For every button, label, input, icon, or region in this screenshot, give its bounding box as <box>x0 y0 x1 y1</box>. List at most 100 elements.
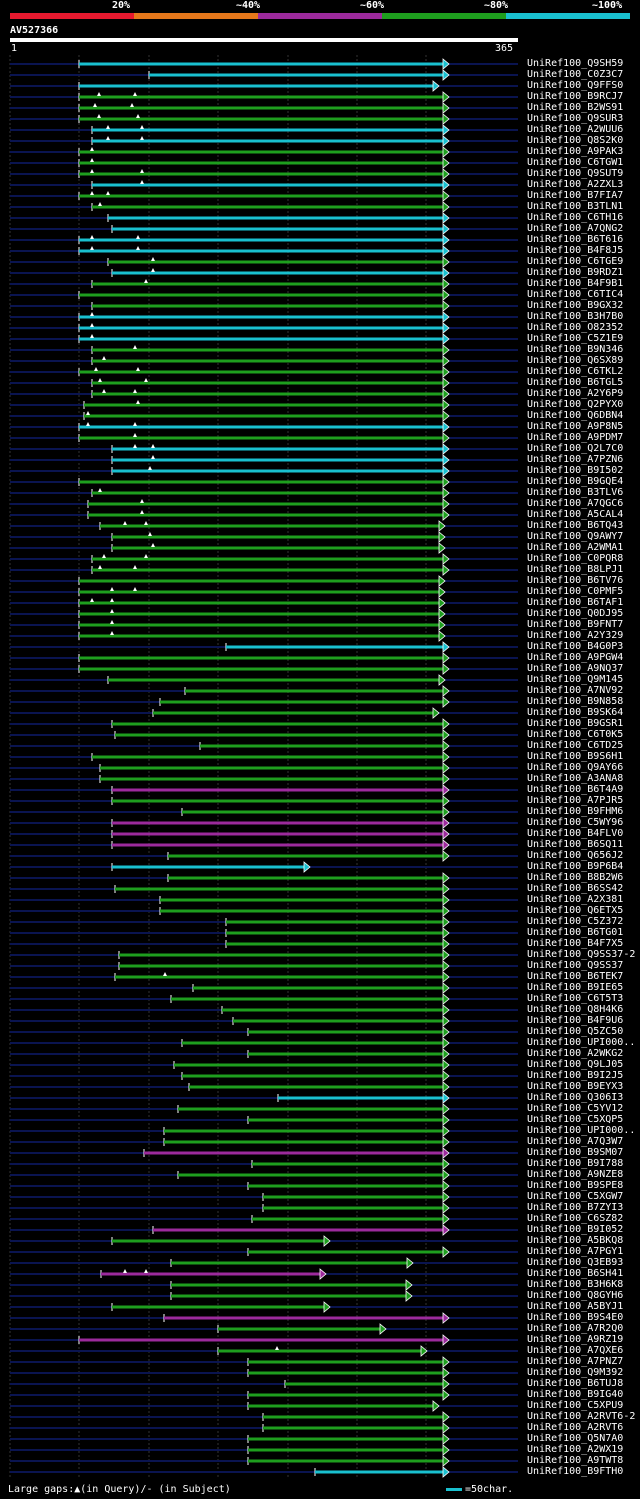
hit-label[interactable]: UniRef100_B6TG01 <box>527 927 624 938</box>
hit-label[interactable]: UniRef100_B9I502 <box>527 465 624 476</box>
hit-label[interactable]: UniRef100_A2Y329 <box>527 630 624 641</box>
hit-label[interactable]: UniRef100_B9FTH0 <box>527 1466 624 1477</box>
hit-label[interactable]: UniRef100_Q6ETX5 <box>527 905 624 916</box>
hit-label[interactable]: UniRef100_A2Y6P9 <box>527 388 624 399</box>
hit-label[interactable]: UniRef100_C5Z1E9 <box>527 333 624 344</box>
hit-label[interactable]: UniRef100_A7Q3W7 <box>527 1136 624 1147</box>
hit-label[interactable]: UniRef100_Q8S2K0 <box>527 135 624 146</box>
hit-label[interactable]: UniRef100_C0Z3C7 <box>527 69 624 80</box>
hit-label[interactable]: UniRef100_A3ANA8 <box>527 773 624 784</box>
hit-label[interactable]: UniRef100_C5Z372 <box>527 916 624 927</box>
hit-label[interactable]: UniRef100_C5WY96 <box>527 817 624 828</box>
hit-label[interactable]: UniRef100_Q9M392 <box>527 1367 624 1378</box>
hit-label[interactable]: UniRef100_Q8H4K6 <box>527 1004 624 1015</box>
hit-label[interactable]: UniRef100_B9I788 <box>527 1158 624 1169</box>
hit-label[interactable]: UniRef100_B6T616 <box>527 234 624 245</box>
hit-label[interactable]: UniRef100_A9PAK3 <box>527 146 624 157</box>
hit-label[interactable]: UniRef100_B9N346 <box>527 344 624 355</box>
hit-label[interactable]: UniRef100_A2RVT6 <box>527 1422 624 1433</box>
hit-label[interactable]: UniRef100_A7NV92 <box>527 685 624 696</box>
hit-label[interactable]: UniRef100_A7QXE6 <box>527 1345 624 1356</box>
hit-label[interactable]: UniRef100_A5CAL4 <box>527 509 624 520</box>
hit-label[interactable]: UniRef100_B6TEK7 <box>527 971 624 982</box>
hit-label[interactable]: UniRef100_B9I2J5 <box>527 1070 624 1081</box>
hit-label[interactable]: UniRef100_UPI000.. <box>527 1037 636 1048</box>
hit-label[interactable]: UniRef100_Q656J2 <box>527 850 624 861</box>
hit-label[interactable]: UniRef100_Q9LJ05 <box>527 1059 624 1070</box>
hit-label[interactable]: UniRef100_A2WX19 <box>527 1444 624 1455</box>
hit-label[interactable]: UniRef100_A7PGY1 <box>527 1246 624 1257</box>
hit-label[interactable]: UniRef100_A9PGW4 <box>527 652 624 663</box>
hit-label[interactable]: UniRef100_C6TIC4 <box>527 289 624 300</box>
hit-label[interactable]: UniRef100_B9SPE8 <box>527 1180 624 1191</box>
hit-label[interactable]: UniRef100_B9S4E0 <box>527 1312 624 1323</box>
hit-label[interactable]: UniRef100_C0PMF5 <box>527 586 624 597</box>
hit-label[interactable]: UniRef100_B9FHM6 <box>527 806 624 817</box>
hit-label[interactable]: UniRef100_B4F8J5 <box>527 245 624 256</box>
hit-label[interactable]: UniRef100_C5XGW7 <box>527 1191 624 1202</box>
hit-label[interactable]: UniRef100_B9GQE4 <box>527 476 624 487</box>
hit-label[interactable]: UniRef100_B3H6K8 <box>527 1279 624 1290</box>
hit-label[interactable]: UniRef100_A2X381 <box>527 894 624 905</box>
hit-label[interactable]: UniRef100_B9SK64 <box>527 707 624 718</box>
hit-label[interactable]: UniRef100_Q9FFS0 <box>527 80 624 91</box>
hit-label[interactable]: UniRef100_Q6DBN4 <box>527 410 624 421</box>
hit-label[interactable]: UniRef100_Q9SUT9 <box>527 168 624 179</box>
hit-label[interactable]: UniRef100_Q8GYH6 <box>527 1290 624 1301</box>
hit-label[interactable]: UniRef100_B4F9B1 <box>527 278 624 289</box>
hit-label[interactable]: UniRef100_C5XPU9 <box>527 1400 624 1411</box>
hit-label[interactable]: UniRef100_Q9AWY7 <box>527 531 624 542</box>
hit-label[interactable]: UniRef100_B9EYX3 <box>527 1081 624 1092</box>
hit-label[interactable]: UniRef100_A5BYJ1 <box>527 1301 624 1312</box>
hit-label[interactable]: UniRef100_A7PZN6 <box>527 454 624 465</box>
hit-label[interactable]: UniRef100_B4FLV0 <box>527 828 624 839</box>
hit-label[interactable]: UniRef100_B3TLV6 <box>527 487 624 498</box>
hit-label[interactable]: UniRef100_B6TUJ8 <box>527 1378 624 1389</box>
hit-label[interactable]: UniRef100_B9N858 <box>527 696 624 707</box>
hit-label[interactable]: UniRef100_Q9SS37-2 <box>527 949 636 960</box>
hit-label[interactable]: UniRef100_B4G0P3 <box>527 641 624 652</box>
hit-label[interactable]: UniRef100_O82352 <box>527 322 624 333</box>
hit-label[interactable]: UniRef100_C6TGW1 <box>527 157 624 168</box>
hit-label[interactable]: UniRef100_B8LPJ1 <box>527 564 624 575</box>
hit-label[interactable]: UniRef100_A9NQ37 <box>527 663 624 674</box>
hit-label[interactable]: UniRef100_B6T4A9 <box>527 784 624 795</box>
hit-label[interactable]: UniRef100_B7FIA7 <box>527 190 624 201</box>
hit-label[interactable]: UniRef100_Q9SH59 <box>527 58 624 69</box>
hit-label[interactable]: UniRef100_B3H7B0 <box>527 311 624 322</box>
hit-label[interactable]: UniRef100_B9IE65 <box>527 982 624 993</box>
hit-label[interactable]: UniRef100_B9IG40 <box>527 1389 624 1400</box>
hit-label[interactable]: UniRef100_C6TKL2 <box>527 366 624 377</box>
hit-label[interactable]: UniRef100_Q9SS37 <box>527 960 624 971</box>
hit-label[interactable]: UniRef100_B7ZYI3 <box>527 1202 624 1213</box>
hit-label[interactable]: UniRef100_C6TD25 <box>527 740 624 751</box>
hit-label[interactable]: UniRef100_B6TQ43 <box>527 520 624 531</box>
hit-label[interactable]: UniRef100_UPI000.. <box>527 1125 636 1136</box>
hit-label[interactable]: UniRef100_B9SM07 <box>527 1147 624 1158</box>
hit-label[interactable]: UniRef100_B9GSR1 <box>527 718 624 729</box>
hit-label[interactable]: UniRef100_A9P8N5 <box>527 421 624 432</box>
hit-label[interactable]: UniRef100_Q2L7C0 <box>527 443 624 454</box>
hit-label[interactable]: UniRef100_C6TGE9 <box>527 256 624 267</box>
hit-label[interactable]: UniRef100_Q5ZC50 <box>527 1026 624 1037</box>
hit-label[interactable]: UniRef100_A9PDM7 <box>527 432 624 443</box>
hit-label[interactable]: UniRef100_A7QGC6 <box>527 498 624 509</box>
hit-label[interactable]: UniRef100_A7PJR5 <box>527 795 624 806</box>
hit-label[interactable]: UniRef100_Q9AY66 <box>527 762 624 773</box>
hit-label[interactable]: UniRef100_A9RZ19 <box>527 1334 624 1345</box>
hit-label[interactable]: UniRef100_B2WS91 <box>527 102 624 113</box>
hit-label[interactable]: UniRef100_B9RCJ7 <box>527 91 624 102</box>
hit-label[interactable]: UniRef100_C6SZ82 <box>527 1213 624 1224</box>
hit-label[interactable]: UniRef100_A7QNG2 <box>527 223 624 234</box>
hit-label[interactable]: UniRef100_C6T0K5 <box>527 729 624 740</box>
hit-label[interactable]: UniRef100_A2WMA1 <box>527 542 624 553</box>
hit-label[interactable]: UniRef100_A7PNZ7 <box>527 1356 624 1367</box>
hit-label[interactable]: UniRef100_B4F9U6 <box>527 1015 624 1026</box>
hit-label[interactable]: UniRef100_B9FNT7 <box>527 619 624 630</box>
hit-label[interactable]: UniRef100_B6SQ11 <box>527 839 624 850</box>
hit-label[interactable]: UniRef100_Q0DJ95 <box>527 608 624 619</box>
hit-label[interactable]: UniRef100_C0PQR8 <box>527 553 624 564</box>
hit-label[interactable]: UniRef100_B6TV76 <box>527 575 624 586</box>
hit-label[interactable]: UniRef100_Q9M145 <box>527 674 624 685</box>
hit-label[interactable]: UniRef100_C5YV12 <box>527 1103 624 1114</box>
